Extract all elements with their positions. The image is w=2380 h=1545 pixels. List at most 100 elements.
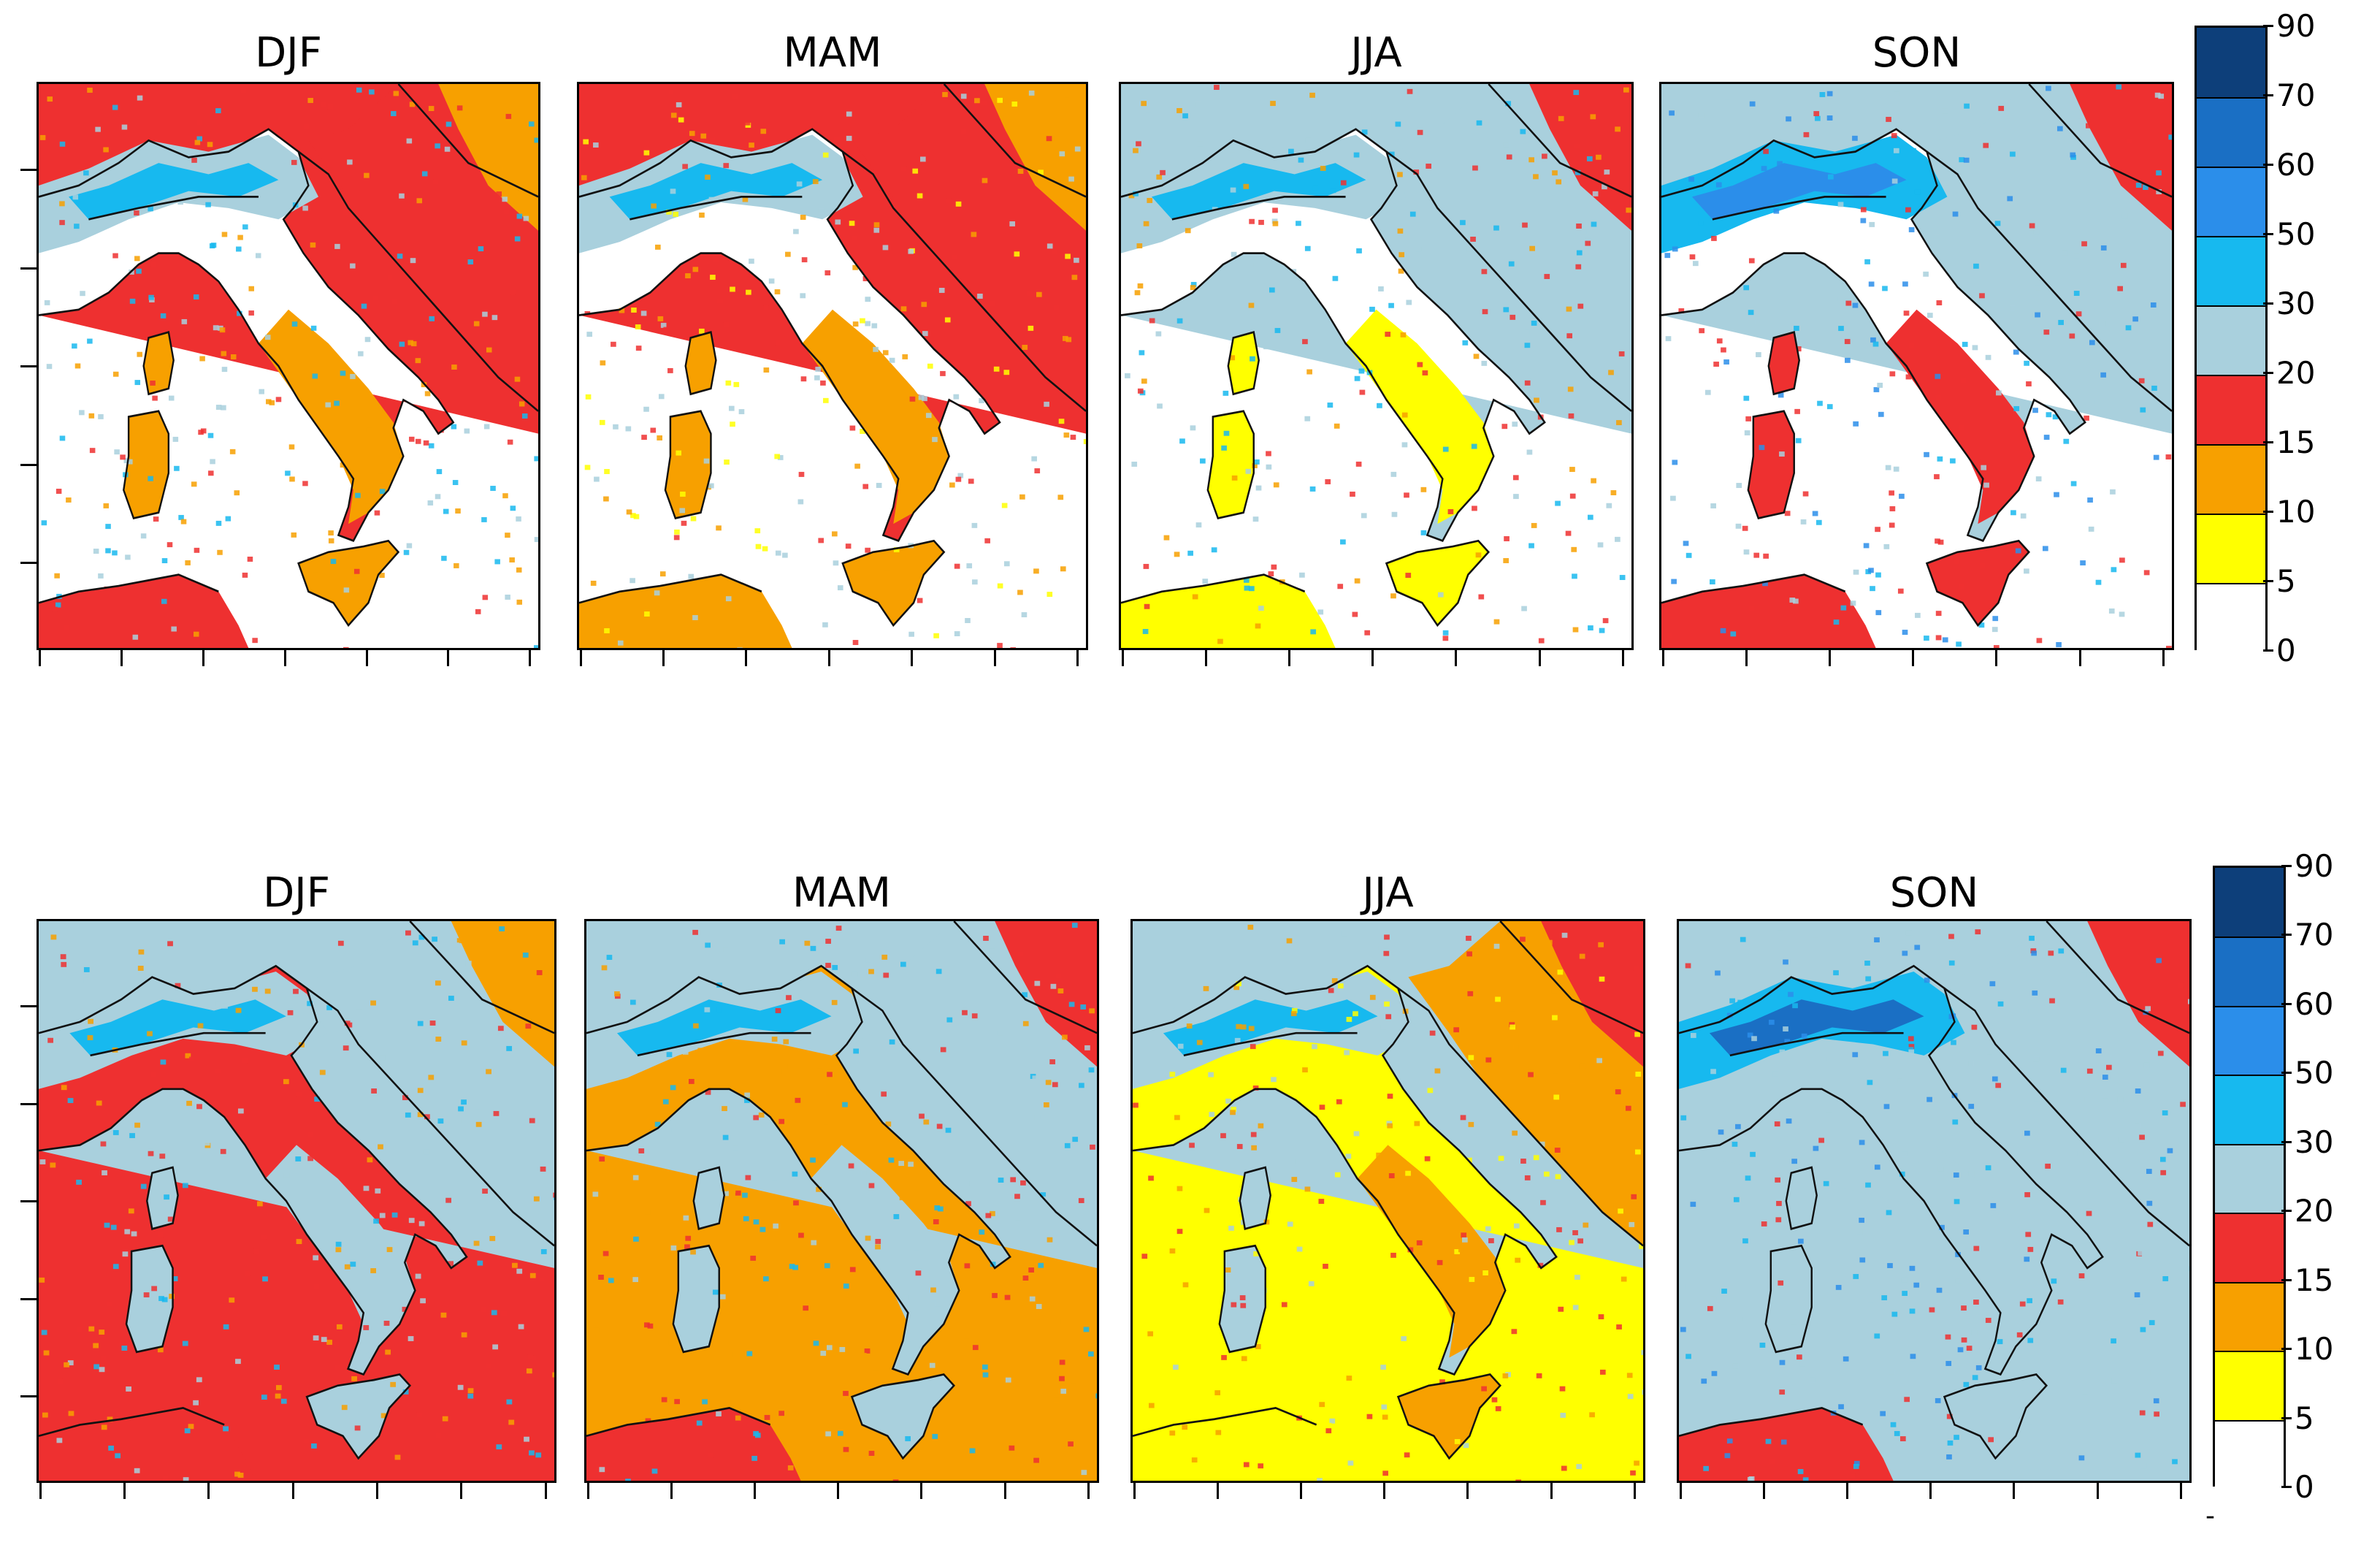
footer-dash-mark: - xyxy=(2205,1501,2215,1531)
colorbar-tick xyxy=(2281,1002,2292,1005)
colorbar-level-label: 90 xyxy=(2295,848,2334,884)
colorbar-segment xyxy=(2197,167,2265,236)
x-tick xyxy=(586,1483,589,1499)
colorbar-segment xyxy=(2215,868,2284,937)
colorbar-tick xyxy=(2281,1486,2292,1488)
colorbar-level-label: 30 xyxy=(2295,1124,2334,1160)
x-tick xyxy=(920,1483,923,1499)
map-canvas xyxy=(1679,921,2189,1481)
x-tick xyxy=(447,650,450,666)
colorbar-segment xyxy=(2215,1005,2284,1075)
colorbar-segment xyxy=(2215,1213,2284,1282)
panel-title: JJA xyxy=(1350,29,1402,77)
map-panel-bottom-mam: MAM xyxy=(584,869,1099,1499)
x-tick xyxy=(123,1483,126,1499)
y-tick xyxy=(20,267,37,270)
colorbar-tick xyxy=(2263,164,2273,166)
y-tick xyxy=(20,562,37,565)
x-axis-ticks xyxy=(37,650,540,666)
map-frame xyxy=(1659,82,2174,650)
map-panel-top-son: SON xyxy=(1659,29,2174,666)
colorbar-level-label: 70 xyxy=(2295,917,2334,953)
colorbar-segment xyxy=(2197,97,2265,167)
panel-title: MAM xyxy=(783,29,882,77)
colorbar-tick xyxy=(2263,372,2273,374)
colorbar-tick xyxy=(2263,580,2273,582)
x-tick xyxy=(1995,650,1998,666)
colorbar-level-label: 0 xyxy=(2295,1469,2314,1505)
colorbar-tick xyxy=(2263,302,2273,305)
x-tick xyxy=(1929,1483,1932,1499)
colorbar-segment xyxy=(2197,375,2265,444)
colorbar-level-label: 0 xyxy=(2276,633,2296,668)
x-tick xyxy=(1087,1483,1090,1499)
colorbar-tick xyxy=(2281,1140,2292,1143)
map-frame xyxy=(1130,919,1645,1483)
x-tick xyxy=(745,650,748,666)
map-panel-top-mam: MAM xyxy=(577,29,1088,666)
map-frame xyxy=(1677,919,2192,1483)
x-tick xyxy=(1845,1483,1848,1499)
map-panel-bottom-son: SON xyxy=(1677,869,2192,1499)
colorbar-level-label: 5 xyxy=(2276,563,2296,599)
colorbar-level-label: 30 xyxy=(2276,286,2316,321)
colorbar-top: 90 70 60 50 30 20 15 10 5 0 xyxy=(2195,11,2355,666)
x-axis-ticks xyxy=(37,1483,556,1499)
x-tick xyxy=(39,1483,42,1499)
colorbar-tick xyxy=(2281,934,2292,936)
x-tick xyxy=(1538,650,1541,666)
colorbar-segment xyxy=(2215,936,2284,1006)
colorbar-level-label: 10 xyxy=(2276,494,2316,530)
x-tick xyxy=(827,650,830,666)
map-frame xyxy=(584,919,1099,1483)
colorbar-segment xyxy=(2215,1143,2284,1213)
colorbar-level-label: 70 xyxy=(2276,77,2316,113)
colorbar-scale xyxy=(2195,26,2268,652)
x-tick xyxy=(39,650,42,666)
x-tick xyxy=(1121,650,1124,666)
colorbar-segment xyxy=(2215,1351,2284,1420)
map-canvas xyxy=(579,84,1086,648)
y-tick xyxy=(20,169,37,172)
x-tick xyxy=(283,650,286,666)
colorbar-scale xyxy=(2213,866,2286,1489)
x-tick xyxy=(202,650,204,666)
panel-title: DJF xyxy=(255,29,322,77)
y-tick xyxy=(20,1200,37,1203)
colorbar-segment xyxy=(2197,583,2265,652)
colorbar-tick xyxy=(2281,1416,2292,1419)
map-canvas xyxy=(586,921,1097,1481)
map-canvas xyxy=(1133,921,1643,1481)
map-frame xyxy=(1119,82,1634,650)
colorbar-segment xyxy=(2197,305,2265,375)
map-canvas xyxy=(1661,84,2172,648)
x-tick xyxy=(2078,650,2081,666)
colorbar-tick xyxy=(2263,441,2273,443)
x-tick xyxy=(1550,1483,1553,1499)
x-tick xyxy=(365,650,368,666)
x-axis-ticks xyxy=(1130,1483,1645,1499)
x-tick xyxy=(1216,1483,1219,1499)
colorbar-segment xyxy=(2197,236,2265,305)
map-frame xyxy=(37,82,540,650)
x-tick xyxy=(2013,1483,2016,1499)
panel-title: SON xyxy=(1889,869,1979,917)
y-tick xyxy=(20,463,37,466)
x-axis-ticks xyxy=(584,1483,1099,1499)
colorbar-tick xyxy=(2281,1348,2292,1351)
colorbar-tick xyxy=(2263,25,2273,27)
x-axis-ticks xyxy=(1677,1483,2192,1499)
x-tick xyxy=(1745,650,1748,666)
x-tick xyxy=(1383,1483,1386,1499)
x-tick xyxy=(2179,1483,2182,1499)
x-tick xyxy=(753,1483,756,1499)
colorbar-tick xyxy=(2281,1210,2292,1213)
x-axis-ticks xyxy=(1659,650,2174,666)
colorbar-level-label: 15 xyxy=(2276,424,2316,460)
colorbar-level-label: 50 xyxy=(2276,216,2316,252)
x-tick xyxy=(1003,1483,1006,1499)
x-tick xyxy=(1621,650,1624,666)
x-tick xyxy=(1204,650,1207,666)
x-axis-ticks xyxy=(1119,650,1634,666)
y-tick xyxy=(20,1102,37,1105)
